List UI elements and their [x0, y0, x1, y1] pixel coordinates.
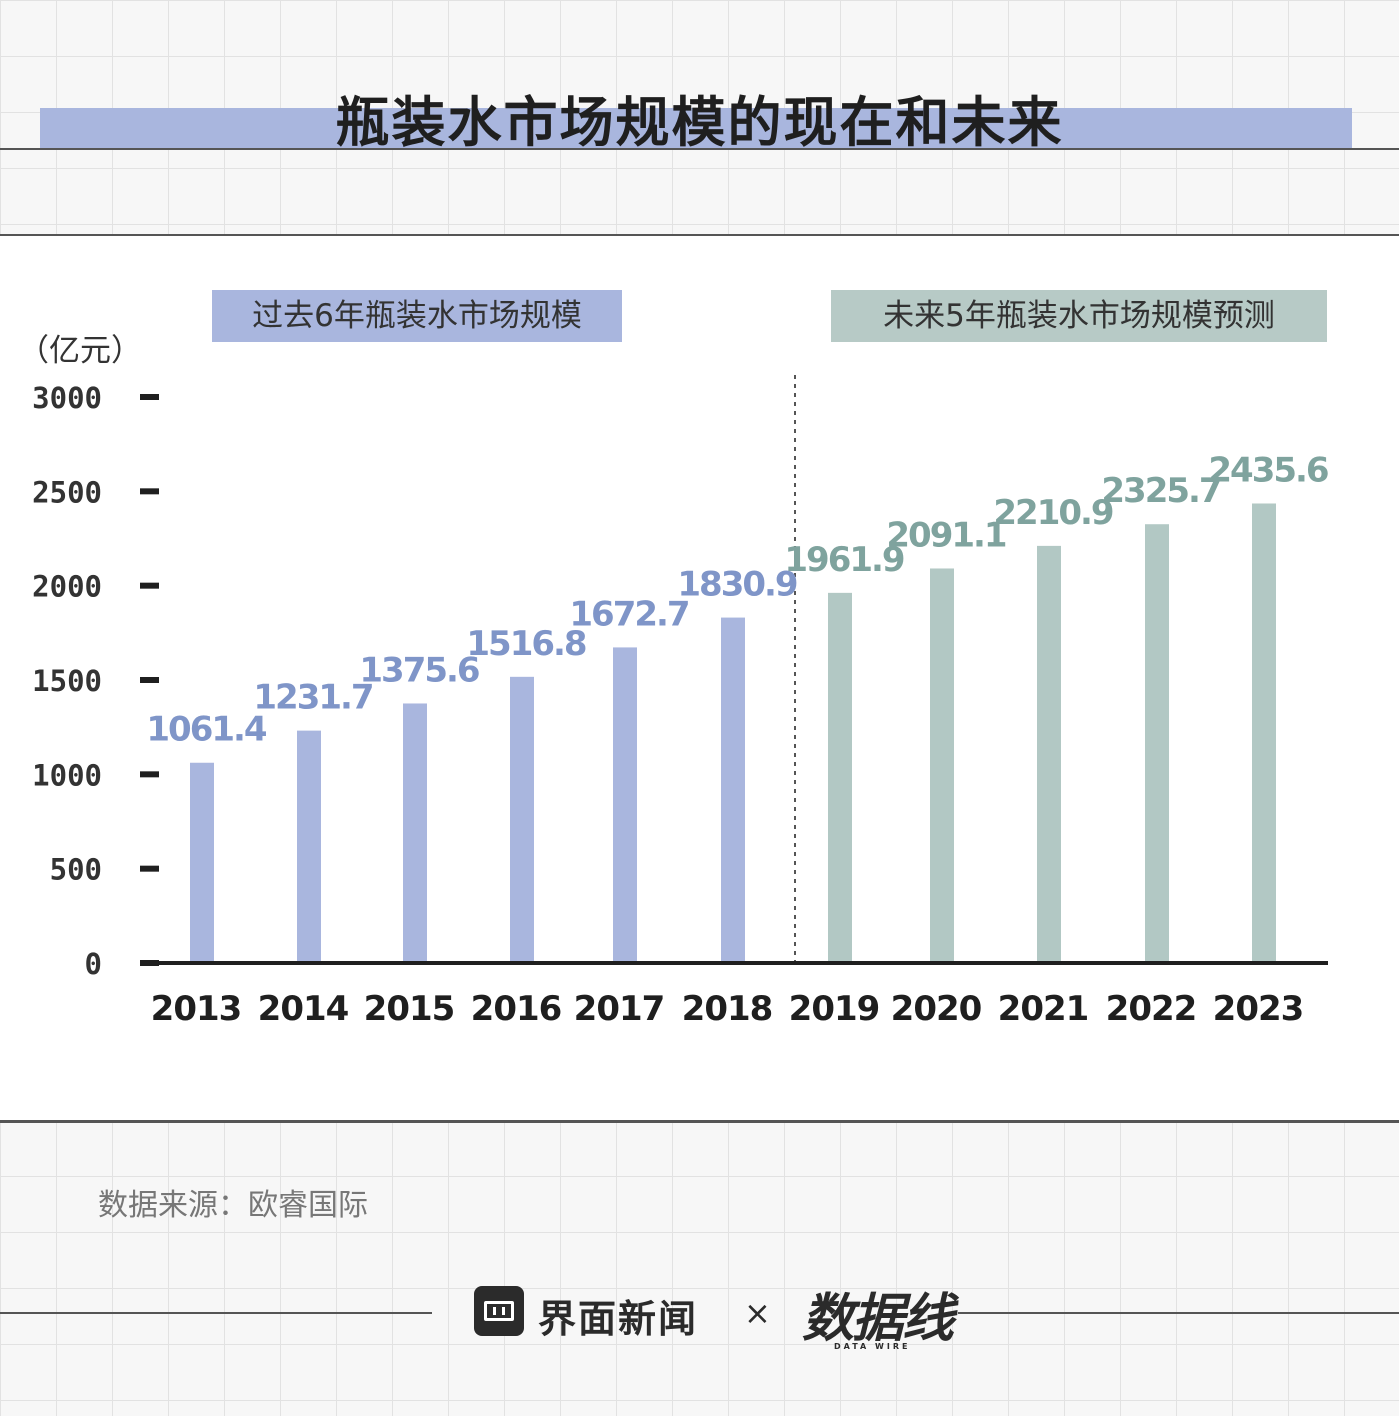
partner-logo-subtext: DATA WIRE — [834, 1342, 911, 1351]
bar — [510, 676, 534, 963]
bar — [828, 592, 852, 963]
x-tick-label: 2014 — [258, 989, 349, 1029]
value-label: 2210.9 — [993, 493, 1113, 533]
x-tick-label: 2021 — [998, 989, 1089, 1029]
future-section-label: 未来5年瓶装水市场规模预测 — [831, 290, 1327, 342]
x-tick-label: 2018 — [682, 989, 773, 1029]
times-sign: × — [744, 1294, 771, 1332]
bar — [1145, 524, 1169, 963]
footer-rule-left — [0, 1312, 432, 1314]
value-label: 1830.9 — [677, 565, 797, 605]
x-tick-label: 2016 — [471, 989, 562, 1029]
y-tick-mark — [140, 677, 159, 683]
value-label: 1061.4 — [146, 710, 267, 750]
y-tick-label: 3000 — [32, 381, 102, 415]
value-label: 1961.9 — [784, 540, 904, 580]
bar — [721, 617, 745, 963]
value-label: 2325.7 — [1101, 471, 1220, 511]
x-axis-line — [140, 961, 1328, 965]
y-axis-unit: （亿元） — [18, 333, 142, 369]
y-tick-label: 2000 — [32, 570, 102, 604]
value-label: 1516.8 — [466, 624, 586, 664]
y-tick-label: 1500 — [32, 664, 102, 698]
brand-logo-icon — [474, 1286, 524, 1336]
bar — [190, 762, 214, 963]
y-tick-label: 500 — [50, 853, 102, 887]
y-tick-mark — [140, 771, 159, 778]
value-label: 1231.7 — [253, 678, 372, 718]
y-tick-mark — [140, 582, 159, 589]
footer-rule-right — [958, 1312, 1399, 1314]
value-label: 2435.6 — [1208, 450, 1328, 490]
chart-title: 瓶装水市场规模的现在和未来 — [335, 91, 1064, 154]
x-tick-label: 2013 — [151, 989, 242, 1029]
panel-bottom-rule — [0, 1120, 1399, 1123]
past-section-label: 过去6年瓶装水市场规模 — [212, 290, 622, 342]
x-tick-label: 2019 — [789, 989, 880, 1029]
value-label: 2091.1 — [886, 515, 1006, 555]
y-tick-label: 1000 — [32, 758, 102, 792]
bar — [1252, 503, 1276, 963]
y-tick-mark — [140, 394, 159, 400]
x-tick-label: 2022 — [1106, 989, 1197, 1029]
y-tick-mark — [140, 865, 159, 872]
y-tick-mark — [140, 488, 159, 495]
y-tick-label: 2500 — [32, 475, 102, 509]
partner-logo: 数据线 — [802, 1288, 954, 1349]
value-label: 1672.7 — [569, 594, 688, 634]
y-tick-label: 0 — [85, 947, 102, 981]
bar — [930, 568, 954, 963]
source-note: 数据来源：欧睿国际 — [98, 1188, 368, 1223]
bar — [297, 730, 321, 963]
x-tick-label: 2020 — [891, 989, 982, 1029]
x-tick-label: 2017 — [574, 989, 665, 1029]
header-rule — [0, 148, 1399, 150]
x-tick-label: 2023 — [1213, 989, 1304, 1029]
brand-name: 界面新闻 — [538, 1297, 699, 1341]
title-band — [40, 108, 1352, 148]
bar — [613, 647, 637, 963]
value-label: 1375.6 — [359, 650, 479, 690]
panel-top-rule — [0, 234, 1399, 237]
bar — [1037, 545, 1061, 963]
x-tick-label: 2015 — [364, 989, 455, 1029]
bar — [403, 703, 427, 963]
